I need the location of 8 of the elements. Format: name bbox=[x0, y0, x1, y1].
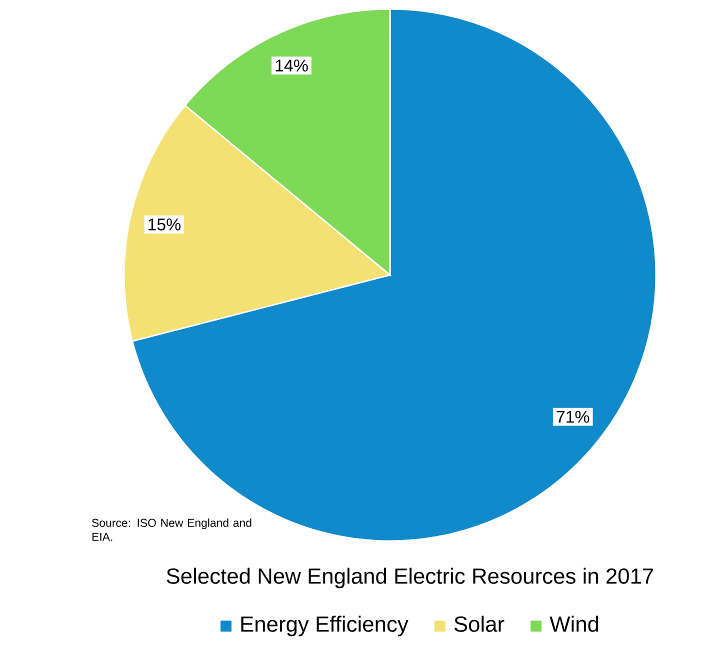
source-note: Source: ISO New England and EIA. bbox=[92, 518, 252, 541]
legend-label: Solar bbox=[454, 616, 504, 632]
text: Selected New England Electric Resources in 2017 bbox=[166, 568, 654, 588]
legend-label: Energy Efficiency bbox=[241, 616, 408, 636]
data-label: 71% bbox=[556, 410, 590, 423]
data-label: 14% bbox=[276, 60, 308, 72]
data-label: 15% bbox=[148, 218, 181, 230]
legend-label: Wind bbox=[550, 616, 598, 632]
